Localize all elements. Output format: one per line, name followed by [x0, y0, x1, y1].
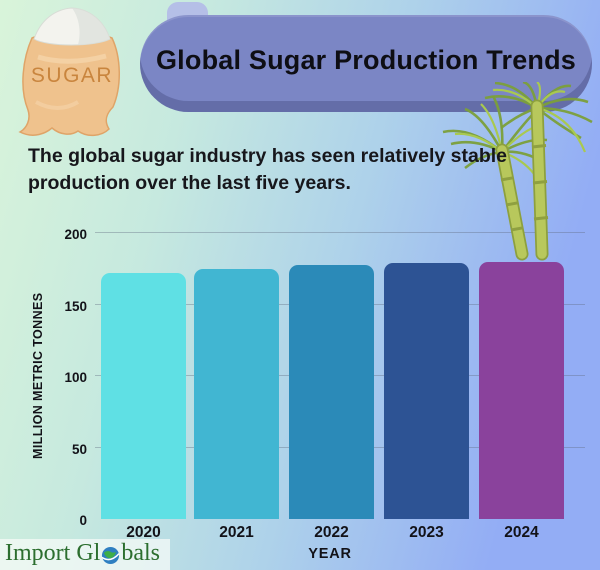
- logo-text-suffix: bals: [121, 540, 160, 566]
- bar-2024: [479, 261, 564, 519]
- x-tick-label-2022: 2022: [314, 524, 349, 541]
- x-tick-label-2020: 2020: [126, 524, 161, 541]
- sugar-bag-text: SUGAR: [31, 64, 113, 87]
- sugar-mound-shading: [72, 8, 110, 45]
- page-title: Global Sugar Production Trends: [155, 45, 577, 75]
- x-axis-title: YEAR: [308, 546, 352, 562]
- gridline-200: [95, 232, 585, 233]
- bar-2020: [101, 273, 186, 519]
- subtitle-line-2: production over the last five years.: [28, 172, 351, 194]
- y-tick-label-200: 200: [64, 227, 87, 242]
- y-tick-label-100: 100: [64, 370, 87, 385]
- y-tick-label-150: 150: [64, 298, 87, 314]
- y-tick-label-50: 50: [71, 441, 87, 457]
- bar-2021: [194, 268, 279, 519]
- title-banner: Global Sugar Production Trends: [140, 15, 592, 112]
- subtitle-line-1: The global sugar industry has seen relat…: [28, 145, 507, 167]
- x-tick-label-2021: 2021: [219, 524, 254, 541]
- x-tick-label-2024: 2024: [504, 524, 539, 541]
- bar-2023: [384, 263, 469, 519]
- logo-text-prefix: Import Gl: [5, 540, 101, 566]
- subtitle-text: The global sugar industry has seen relat…: [28, 143, 568, 197]
- bar-2022: [289, 264, 374, 519]
- y-tick-label-0: 0: [79, 513, 87, 528]
- sugar-bag-illustration: SUGAR: [18, 7, 120, 137]
- import-globals-logo: Import Gl bals: [0, 539, 170, 570]
- bar-chart-plot-area: 0 50 100 150 200 2020 2021 2022 2023 2024: [64, 227, 585, 541]
- bag-fold-shadow: [35, 100, 80, 110]
- globe-icon: [101, 546, 120, 564]
- bag-fold-highlight: [37, 53, 107, 64]
- x-tick-label-2023: 2023: [409, 524, 444, 541]
